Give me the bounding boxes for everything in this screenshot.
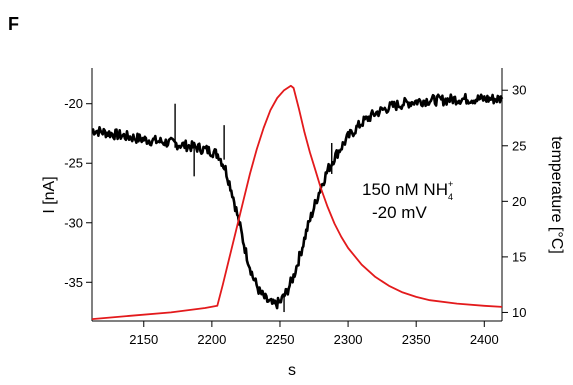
x-tick-label: 2200 bbox=[197, 332, 226, 347]
y-tick-label-left: -25 bbox=[64, 156, 83, 171]
x-axis-label: s bbox=[288, 362, 296, 379]
y-tick-label-left: -30 bbox=[64, 215, 83, 230]
x-tick-label: 2250 bbox=[266, 332, 295, 347]
y-axis-label-left: I [nA] bbox=[41, 176, 58, 213]
annotation-line-2: -20 mV bbox=[372, 203, 427, 222]
annotation-line-1: 150 nM NH4+ bbox=[362, 179, 453, 202]
y-tick-label-right: 20 bbox=[512, 194, 526, 209]
x-tick-label: 2150 bbox=[129, 332, 158, 347]
current-trace bbox=[91, 92, 504, 310]
x-tick-label: 2300 bbox=[334, 332, 363, 347]
y-tick-label-right: 30 bbox=[512, 83, 526, 98]
y-tick-label-left: -35 bbox=[64, 275, 83, 290]
panel-label: F bbox=[8, 14, 19, 34]
axes: 2150 2200 2250 2300 2350 2400 -35 -30 -25 -20 10 15… bbox=[64, 68, 526, 347]
x-tick-label: 2400 bbox=[470, 332, 499, 347]
series-layer bbox=[91, 84, 504, 320]
y-tick-label-right: 15 bbox=[512, 249, 526, 264]
temperature-trace bbox=[91, 84, 503, 320]
y-tick-label-right: 25 bbox=[512, 138, 526, 153]
y-axis-label-right: temperature [°C] bbox=[548, 136, 565, 254]
y-tick-label-right: 10 bbox=[512, 305, 526, 320]
y-tick-label-left: -20 bbox=[64, 96, 83, 111]
x-tick-label: 2350 bbox=[402, 332, 431, 347]
